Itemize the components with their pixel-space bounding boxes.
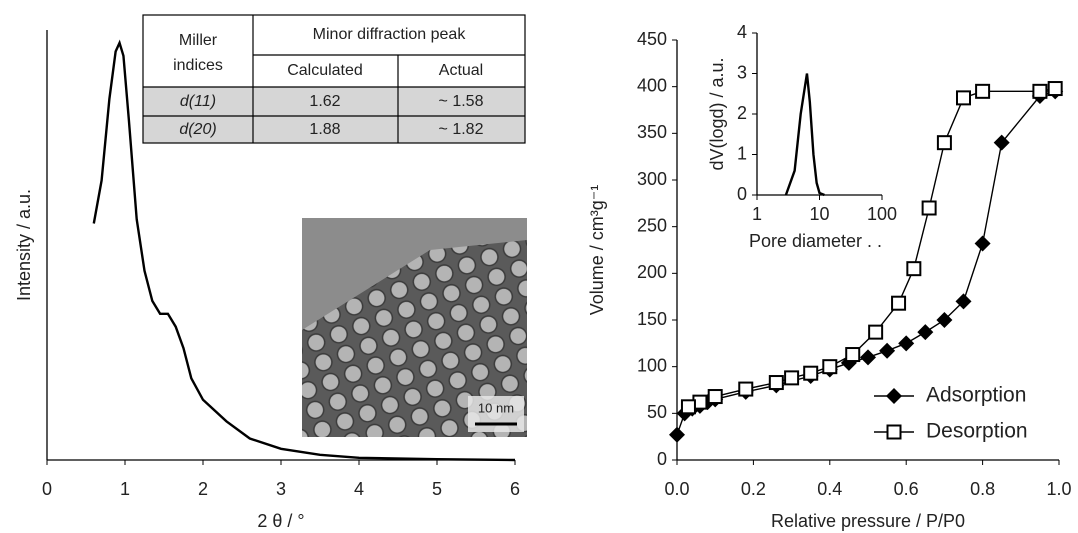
marker bbox=[898, 335, 914, 351]
y-tick-label: 100 bbox=[637, 355, 667, 375]
x-tick-label: 0.0 bbox=[664, 479, 689, 499]
x-tick-label: 1 bbox=[752, 204, 762, 224]
marker bbox=[860, 349, 876, 365]
y-tick-label: 150 bbox=[637, 309, 667, 329]
y-tick-label: 400 bbox=[637, 75, 667, 95]
marker bbox=[917, 324, 933, 340]
marker bbox=[869, 326, 882, 339]
marker bbox=[975, 235, 991, 251]
data-line bbox=[786, 74, 825, 196]
x-tick-label: 1.0 bbox=[1046, 479, 1071, 499]
marker bbox=[892, 297, 905, 310]
marker bbox=[923, 202, 936, 215]
x-tick-label: 100 bbox=[867, 204, 897, 224]
y-tick-label: 4 bbox=[737, 22, 747, 42]
y-tick-label: 0 bbox=[657, 449, 667, 469]
table-cell: ~ 1.82 bbox=[439, 121, 484, 138]
legend-label: Desorption bbox=[926, 420, 1028, 443]
marker bbox=[938, 136, 951, 149]
marker bbox=[957, 91, 970, 104]
y-tick-label: 50 bbox=[647, 402, 667, 422]
marker bbox=[669, 427, 685, 443]
marker bbox=[682, 400, 695, 413]
table-cell: 1.62 bbox=[309, 93, 340, 110]
y-tick-label: 200 bbox=[637, 262, 667, 282]
x-tick-label: 1 bbox=[120, 479, 130, 499]
marker bbox=[907, 262, 920, 275]
x-axis-label: Pore diameter . . bbox=[749, 231, 882, 251]
table-header: Calculated bbox=[287, 62, 363, 79]
inset-table: Miller indices Minor diffraction peak Ca… bbox=[143, 15, 525, 143]
table-cell: 1.88 bbox=[309, 121, 340, 138]
scale-bar-label: 10 nm bbox=[478, 400, 514, 415]
x-tick-label: 0.4 bbox=[817, 479, 842, 499]
x-tick-label: 0 bbox=[42, 479, 52, 499]
y-axis-label: Intensity / a.u. bbox=[14, 189, 34, 301]
marker bbox=[823, 360, 836, 373]
marker bbox=[879, 343, 895, 359]
legend-marker bbox=[888, 426, 901, 439]
x-tick-label: 5 bbox=[432, 479, 442, 499]
x-tick-label: 2 bbox=[198, 479, 208, 499]
x-tick-label: 0.6 bbox=[894, 479, 919, 499]
x-tick-label: 4 bbox=[354, 479, 364, 499]
y-tick-label: 1 bbox=[737, 143, 747, 163]
x-tick-label: 0.2 bbox=[741, 479, 766, 499]
y-tick-label: 250 bbox=[637, 215, 667, 235]
y-tick-label: 300 bbox=[637, 169, 667, 189]
marker bbox=[994, 135, 1010, 151]
marker bbox=[1049, 82, 1062, 95]
y-axis-label: dV(logd) / a.u. bbox=[707, 57, 727, 170]
legend-label: Adsorption bbox=[926, 384, 1026, 407]
y-axis-label: Volume / cm³g⁻¹ bbox=[587, 185, 607, 316]
x-tick-label: 0.8 bbox=[970, 479, 995, 499]
y-tick-label: 450 bbox=[637, 29, 667, 49]
marker bbox=[785, 371, 798, 384]
table-cell: d(11) bbox=[180, 93, 216, 110]
table-header: Minor diffraction peak bbox=[313, 26, 467, 43]
x-axis-label: Relative pressure / P/P0 bbox=[771, 511, 965, 531]
x-tick-label: 6 bbox=[510, 479, 520, 499]
marker bbox=[976, 85, 989, 98]
y-tick-label: 2 bbox=[737, 103, 747, 123]
table-header: indices bbox=[173, 57, 223, 74]
y-tick-label: 0 bbox=[737, 184, 747, 204]
figure: 10 nm Miller indices Minor diffraction p… bbox=[0, 0, 1078, 533]
marker bbox=[804, 367, 817, 380]
table-header: Miller bbox=[179, 32, 218, 49]
table-cell: d(20) bbox=[179, 121, 216, 138]
x-axis-label: 2 θ / ° bbox=[257, 511, 304, 531]
marker bbox=[846, 348, 859, 361]
marker bbox=[739, 383, 752, 396]
legend-marker bbox=[886, 388, 902, 404]
marker bbox=[770, 376, 783, 389]
table-header: Actual bbox=[439, 62, 483, 79]
marker bbox=[709, 390, 722, 403]
y-tick-label: 350 bbox=[637, 122, 667, 142]
table-cell: ~ 1.58 bbox=[439, 93, 484, 110]
x-tick-label: 10 bbox=[809, 204, 829, 224]
x-tick-label: 3 bbox=[276, 479, 286, 499]
marker bbox=[1033, 85, 1046, 98]
tem-image: 10 nm bbox=[302, 218, 527, 437]
y-tick-label: 3 bbox=[737, 62, 747, 82]
